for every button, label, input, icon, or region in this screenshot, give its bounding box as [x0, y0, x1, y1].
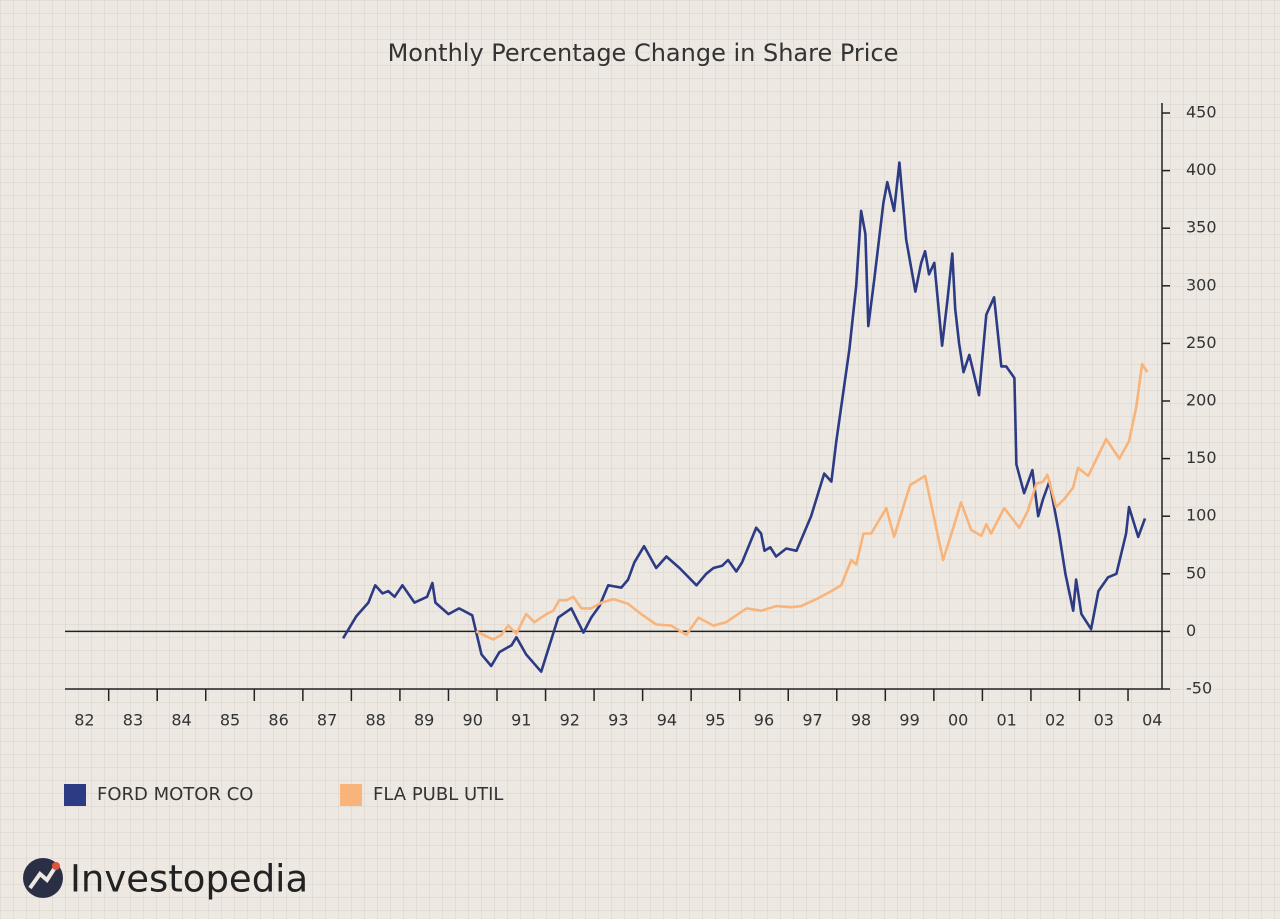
y-tick-label: 250	[1186, 333, 1217, 352]
x-tick-label: 93	[608, 711, 628, 730]
x-tick-label: 94	[657, 711, 677, 730]
series-line	[475, 362, 1149, 641]
legend-swatch	[64, 784, 86, 806]
x-tick-label: 82	[74, 711, 94, 730]
legend-swatch	[340, 784, 362, 806]
x-tick-label: 89	[414, 711, 434, 730]
x-tick-label: 01	[996, 711, 1016, 730]
x-tick-label: 85	[220, 711, 240, 730]
y-tick-label: 350	[1186, 218, 1217, 237]
x-tick-label: 86	[268, 711, 288, 730]
brand-name: Investopedia	[70, 858, 308, 901]
x-tick-label: 97	[802, 711, 822, 730]
logo-dot	[52, 862, 60, 870]
x-tick-label: 92	[560, 711, 580, 730]
chart-title: Monthly Percentage Change in Share Price	[388, 39, 899, 67]
x-tick-label: 99	[899, 711, 919, 730]
x-tick-label: 00	[948, 711, 968, 730]
series-line	[341, 161, 1147, 673]
x-tick-label: 98	[851, 711, 871, 730]
legend-label: FORD MOTOR CO	[97, 784, 253, 805]
x-tick-label: 84	[171, 711, 191, 730]
x-tick-label: 95	[705, 711, 725, 730]
x-tick-label: 88	[365, 711, 385, 730]
legend-label: FLA PUBL UTIL	[373, 784, 503, 805]
y-tick-label: 0	[1186, 621, 1196, 640]
y-tick-label: 50	[1186, 563, 1206, 582]
x-tick-label: 87	[317, 711, 337, 730]
x-tick-label: 90	[463, 711, 483, 730]
x-tick-label: 96	[754, 711, 774, 730]
y-tick-label: 150	[1186, 448, 1217, 467]
y-tick-label: 200	[1186, 391, 1217, 410]
x-tick-label: 04	[1142, 711, 1162, 730]
brand-logo: Investopedia	[23, 858, 308, 901]
logo-glyph	[28, 864, 58, 890]
y-tick-label: -50	[1186, 679, 1212, 698]
x-tick-label: 03	[1094, 711, 1114, 730]
y-tick-label: 300	[1186, 275, 1217, 294]
x-tick-label: 91	[511, 711, 531, 730]
y-tick-label: 100	[1186, 506, 1217, 525]
y-tick-label: 450	[1186, 103, 1217, 122]
x-tick-label: 83	[123, 711, 143, 730]
x-tick-label: 02	[1045, 711, 1065, 730]
y-tick-label: 400	[1186, 160, 1217, 179]
